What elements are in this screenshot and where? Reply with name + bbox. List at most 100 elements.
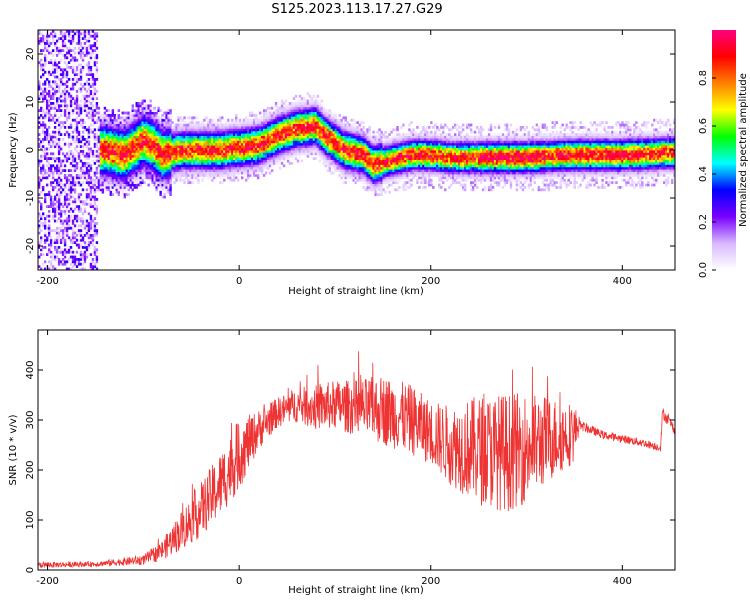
spectrogram-cell [47,135,51,139]
spectrogram-cell [65,157,69,160]
spectrogram-cell [133,181,136,184]
spectrogram-cell [47,214,51,218]
spectrogram-cell [69,169,73,172]
spectrogram-cell [336,147,339,151]
spectrogram-cell [93,114,97,117]
spectrogram-cell [117,174,121,177]
spectrogram-cell [284,140,288,144]
spectrogram-cell [217,157,220,160]
spectrogram-cell [79,70,83,74]
spectrogram-cell [69,183,73,187]
spectrogram-cell [43,46,47,50]
spectrogram-cell [38,231,41,235]
spectrogram-cell [247,140,250,144]
spectrogram-cell [280,133,284,136]
spectrogram-cell [117,164,121,168]
spectrogram-cell [280,126,284,129]
spectrogram-cell [171,133,174,136]
spectrogram-cell [45,46,49,50]
spectrogram-cell [49,200,53,204]
spectrogram-cell [306,147,310,151]
spectrogram-cell [117,171,121,175]
spectrogram-cell [187,140,190,144]
spectrogram-cell [288,130,292,134]
spectrogram-cell [77,157,81,160]
spectrogram-cell [235,114,238,117]
spectrogram-cell [153,145,156,148]
spectrogram-cell [85,255,89,259]
spectrogram-cell [163,186,166,189]
spectrogram-cell [89,267,93,270]
spectrogram-cell [111,130,115,134]
spectrogram-cell [207,150,210,153]
spectrogram-cell [43,219,47,223]
spectrogram-cell [219,126,222,129]
spectrogram-cell [354,169,357,172]
spectrogram-cell [310,130,314,134]
spectrogram-cell [65,181,69,184]
spectrogram-cell [266,118,270,122]
spectrogram-cell [73,200,77,204]
spectrogram-cell [163,133,166,136]
spectrogram-cell [276,138,280,141]
spectrogram-cell [95,248,99,252]
spectrogram-cell [55,46,59,50]
spectrogram-cell [111,135,115,139]
spectrogram-cell [262,145,266,148]
spectrogram-cell [243,159,246,163]
spectrogram-cell [55,169,59,172]
spectrogram-cell [360,162,363,165]
spectrogram-cell [99,111,103,115]
spectrogram-cell [47,205,51,208]
spectrogram-cell [260,152,264,156]
spectrogram-cell [203,135,206,139]
spectrogram-cell [173,166,176,170]
spectrogram-cell [51,188,55,192]
spectrogram-cell [284,114,288,117]
spectrogram-cell [59,92,63,96]
spectrogram-cell [235,145,238,148]
spectrogram-cell [300,111,304,115]
spectrogram-cell [99,118,103,122]
spectrogram-cell [286,111,290,115]
spectrogram-cell [89,169,93,172]
spectrogram-cell [69,190,73,194]
spectrogram-cell [155,181,158,184]
spectrogram-cell [65,234,69,237]
spectrogram-cell [163,130,166,134]
spectrogram-cell [149,171,152,175]
spectrogram-cell [67,250,71,254]
spectrogram-cell [280,150,284,153]
spectrogram-cell [55,229,59,232]
spectrogram-cell [125,126,128,129]
spectrogram-cell [129,186,132,189]
spectrogram-cell [258,118,262,122]
spectrogram-cell [284,145,288,148]
spectrogram-cell [338,145,341,148]
spectrogram-cell [292,109,296,112]
spectrogram-cell [59,238,63,242]
spectrogram-cell [316,142,320,146]
spectrogram-cell [119,121,123,124]
spectrogram-cell [280,106,284,110]
spectrogram-cell [53,246,57,249]
spectrogram-cell [247,176,250,180]
spectrogram-cell [338,135,341,139]
spectrogram-cell [256,164,260,168]
spectrogram-cell [83,128,87,132]
spectrogram-cell [280,102,284,105]
spectrogram-cell [199,150,202,153]
spectrogram-cell [344,123,347,127]
spectrogram-cell [296,118,300,122]
spectrogram-cell [113,164,117,168]
spectrogram-cell [191,126,194,129]
spectrogram-cell [147,133,150,136]
spectrogram-cell [169,121,172,124]
spectrogram-cell [143,147,146,151]
spectrogram-cell [163,195,166,199]
spectrogram-cell [43,94,47,98]
spectrogram-cell [121,157,124,160]
spectrogram-cell [207,138,210,141]
spectrogram-cell [85,63,89,67]
spectrogram-cell [286,145,290,148]
